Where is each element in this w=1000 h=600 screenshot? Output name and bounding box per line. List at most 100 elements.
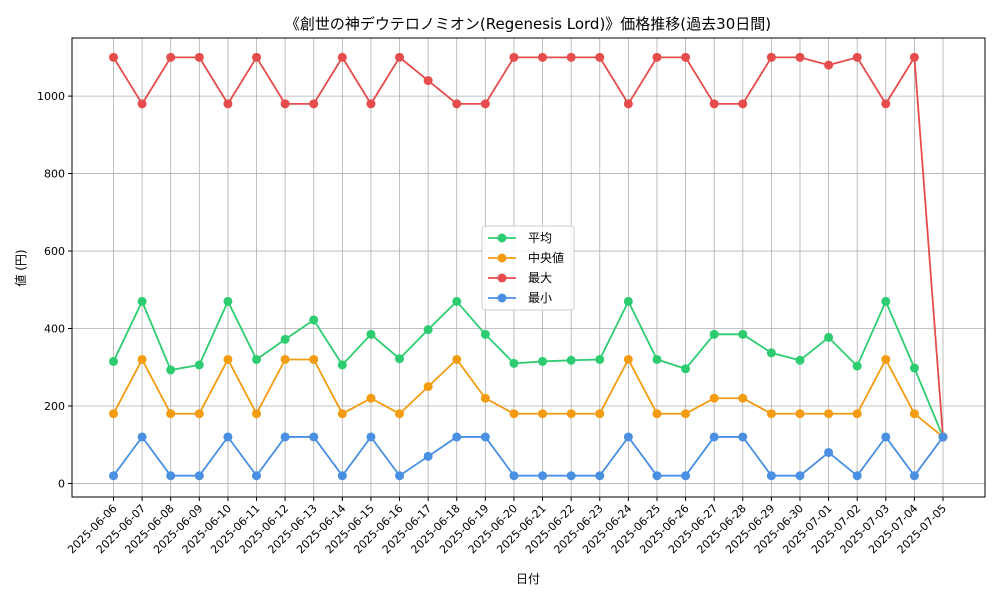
data-point (223, 296, 233, 306)
data-point (452, 354, 462, 364)
data-point (538, 471, 548, 481)
legend-swatch-marker (497, 273, 507, 283)
legend-label: 中央値 (528, 250, 564, 265)
data-point (881, 296, 891, 306)
y-axis: 0 200 400 600 800 1000 (37, 90, 72, 490)
data-point (538, 52, 548, 62)
data-point (109, 356, 118, 366)
y-tick-label: 1000 (37, 90, 65, 103)
data-point (366, 329, 376, 339)
data-point (509, 52, 519, 62)
data-point (480, 393, 490, 403)
data-point (709, 432, 719, 442)
data-point (509, 471, 519, 481)
data-point (566, 409, 576, 419)
data-point (852, 471, 862, 481)
data-point (824, 409, 834, 419)
data-point (852, 409, 862, 419)
y-tick-label: 0 (58, 477, 65, 490)
data-point (480, 432, 490, 442)
data-point (738, 329, 748, 339)
series-layer (109, 52, 948, 481)
y-tick-label: 600 (44, 245, 65, 258)
data-point (423, 451, 433, 461)
data-point (395, 409, 405, 419)
data-point (223, 354, 233, 364)
data-point (309, 315, 319, 325)
data-point (252, 52, 262, 62)
data-point (623, 354, 633, 364)
chart-title: 《創世の神デウテロノミオン(Regenesis Lord)》価格推移(過去30日… (285, 15, 771, 33)
data-point (337, 360, 347, 370)
data-point (395, 471, 405, 481)
data-point (366, 432, 376, 442)
data-point (194, 409, 204, 419)
data-point (709, 99, 719, 109)
data-point (652, 409, 662, 419)
data-point (194, 360, 204, 370)
y-tick-label: 400 (44, 323, 65, 336)
data-point (623, 432, 633, 442)
data-point (223, 432, 233, 442)
data-point (909, 409, 919, 419)
y-tick-label: 800 (44, 168, 65, 181)
data-point (681, 471, 691, 481)
data-point (909, 471, 919, 481)
data-point (109, 409, 118, 419)
data-point (652, 52, 662, 62)
data-point (766, 52, 776, 62)
data-point (452, 296, 462, 306)
legend-label: 最大 (528, 271, 552, 285)
data-point (309, 432, 319, 442)
data-point (395, 354, 405, 364)
data-point (652, 354, 662, 364)
data-point (137, 296, 147, 306)
data-point (252, 409, 262, 419)
data-point (795, 52, 805, 62)
data-point (623, 99, 633, 109)
data-point (709, 329, 719, 339)
legend-label: 平均 (528, 231, 552, 245)
data-point (538, 409, 548, 419)
series-line (112, 357, 944, 438)
data-point (795, 355, 805, 365)
data-point (766, 409, 776, 419)
data-point (509, 358, 519, 368)
data-point (824, 332, 834, 342)
legend-swatch-marker (497, 293, 507, 303)
data-point (681, 364, 691, 374)
data-point (595, 52, 605, 62)
x-axis: 2025-06-062025-06-072025-06-082025-06-09… (65, 497, 949, 556)
data-point (166, 365, 176, 375)
data-point (909, 52, 919, 62)
data-point (566, 355, 576, 365)
data-point (309, 354, 319, 364)
data-point (681, 52, 691, 62)
y-axis-label: 値 (円) (13, 249, 28, 286)
data-point (280, 432, 290, 442)
data-point (709, 393, 719, 403)
x-axis-label: 日付 (516, 572, 540, 586)
data-point (423, 76, 433, 86)
data-point (452, 99, 462, 109)
data-point (280, 354, 290, 364)
data-point (366, 393, 376, 403)
data-point (738, 99, 748, 109)
data-point (795, 409, 805, 419)
data-point (480, 329, 490, 339)
data-point (766, 348, 776, 358)
legend-box (481, 225, 575, 311)
data-point (366, 99, 376, 109)
data-point (595, 409, 605, 419)
data-point (452, 432, 462, 442)
data-point (681, 409, 691, 419)
series-line (112, 435, 944, 478)
data-point (881, 354, 891, 364)
data-point (480, 99, 490, 109)
data-point (566, 52, 576, 62)
data-point (824, 447, 834, 457)
data-point (766, 471, 776, 481)
data-point (309, 99, 319, 109)
data-point (223, 99, 233, 109)
